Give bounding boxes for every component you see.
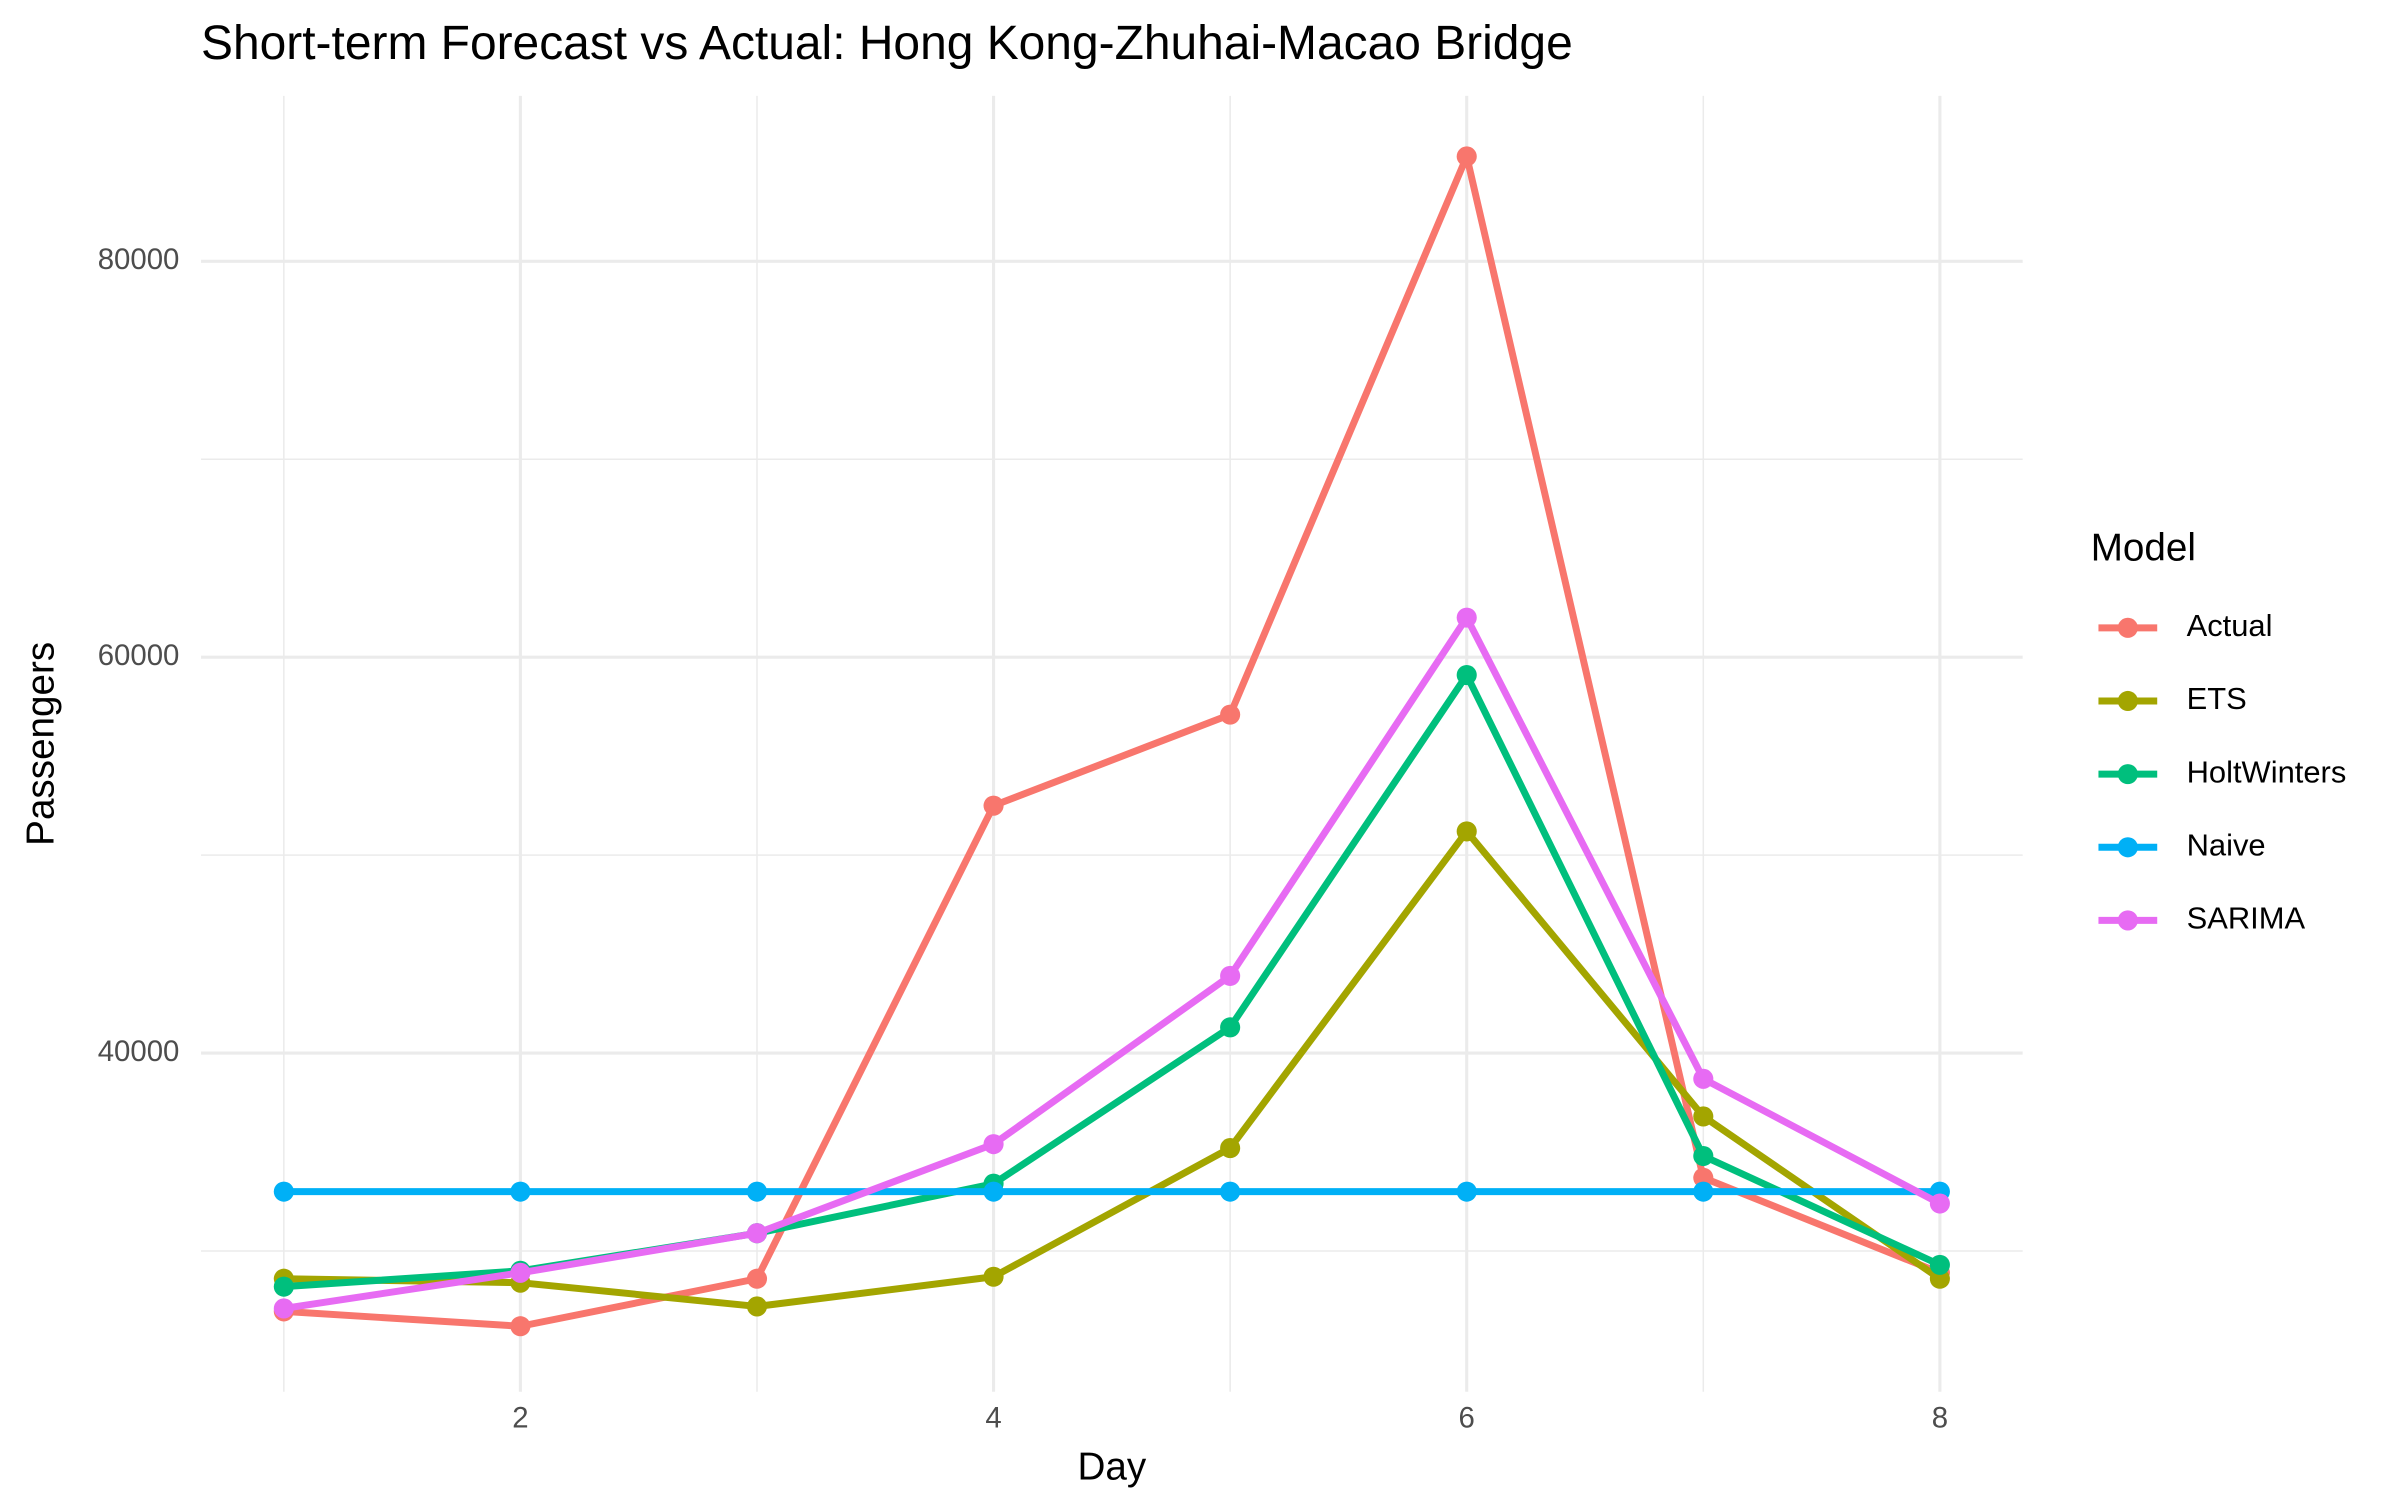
- legend-label: Naive: [2187, 827, 2266, 862]
- series-line: [283, 614, 1942, 1312]
- y-tick-label: 80000: [98, 243, 180, 276]
- data-point: [746, 1268, 768, 1289]
- data-point: [983, 1134, 1004, 1155]
- data-point: [510, 1181, 531, 1202]
- data-point: [983, 1266, 1004, 1287]
- data-point: [510, 1316, 531, 1337]
- data-point: [746, 1296, 768, 1317]
- series-line: [283, 827, 1942, 1310]
- x-axis-label: Day: [1077, 1445, 1146, 1488]
- legend-label: SARIMA: [2187, 901, 2306, 936]
- data-point: [1693, 1181, 1714, 1202]
- legend-key: [2117, 837, 2138, 858]
- data-point: [1220, 704, 1241, 725]
- data-point: [746, 1181, 768, 1202]
- data-point: [273, 1181, 294, 1202]
- legend-key: [2117, 764, 2138, 785]
- data-point: [1456, 146, 1477, 167]
- data-point: [1693, 1145, 1714, 1167]
- x-tick-label: 6: [1459, 1401, 1475, 1434]
- data-point: [1456, 664, 1477, 686]
- data-point: [1929, 1254, 1950, 1275]
- data-point: [1693, 1106, 1714, 1127]
- x-tick-label: 8: [1932, 1401, 1948, 1434]
- legend-key: [2117, 910, 2138, 931]
- chart-title: Short-term Forecast vs Actual: Hong Kong…: [201, 17, 1573, 70]
- data-point: [983, 1181, 1004, 1202]
- data-point: [1456, 607, 1477, 628]
- y-tick-label: 60000: [98, 639, 180, 672]
- data-point: [1456, 821, 1477, 842]
- legend-label: Actual: [2187, 608, 2273, 643]
- data-point: [1220, 1138, 1241, 1159]
- y-tick-label: 40000: [98, 1035, 180, 1068]
- legend-title: Model: [2091, 527, 2196, 570]
- data-point: [1929, 1268, 1950, 1289]
- x-tick-label: 2: [512, 1401, 528, 1434]
- x-tick-label: 4: [985, 1401, 1001, 1434]
- data-point: [273, 1298, 294, 1319]
- data-point: [1220, 965, 1241, 986]
- data-point: [1693, 1167, 1714, 1188]
- data-point: [1220, 1017, 1241, 1038]
- data-point: [1693, 1068, 1714, 1089]
- data-point: [273, 1276, 294, 1297]
- legend-label: HoltWinters: [2187, 754, 2347, 789]
- data-point: [510, 1262, 531, 1283]
- y-axis-label: Passengers: [20, 642, 63, 846]
- legend-key: [2117, 690, 2138, 712]
- data-point: [1456, 1181, 1477, 1202]
- legend-key: [2117, 617, 2138, 638]
- data-point: [983, 795, 1004, 816]
- data-point: [746, 1223, 768, 1244]
- legend-label: ETS: [2187, 681, 2247, 716]
- data-point: [1220, 1181, 1241, 1202]
- series-line: [283, 152, 1942, 1330]
- data-point: [1929, 1193, 1950, 1214]
